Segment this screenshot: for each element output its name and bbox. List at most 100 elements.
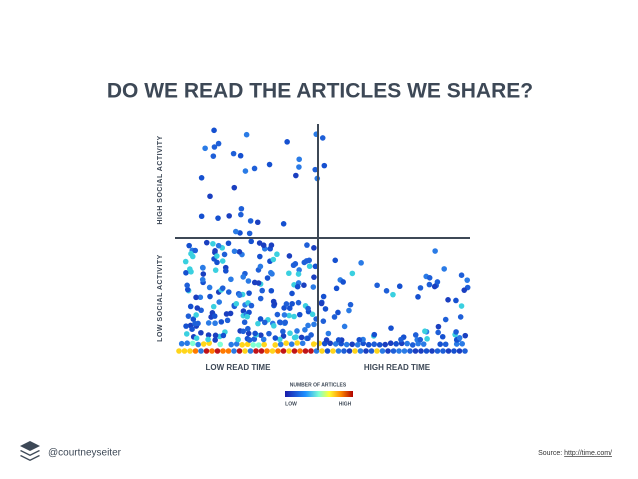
- dot: [289, 290, 295, 297]
- dot: [340, 279, 346, 285]
- dot: [200, 265, 206, 271]
- dot: [251, 336, 258, 342]
- dot: [426, 281, 433, 288]
- dot: [235, 336, 241, 343]
- dot: [453, 297, 459, 304]
- dot: [232, 228, 239, 235]
- dot: [296, 267, 302, 273]
- dot: [387, 340, 394, 347]
- dot: [253, 348, 259, 354]
- dot: [190, 316, 197, 323]
- dot: [182, 258, 189, 265]
- dot: [319, 135, 326, 141]
- dot: [198, 175, 205, 181]
- dot: [321, 162, 328, 169]
- dot: [217, 341, 223, 348]
- dot: [244, 341, 251, 348]
- dot: [280, 220, 287, 227]
- dot: [335, 348, 342, 354]
- dot: [227, 310, 234, 317]
- dot: [207, 293, 213, 300]
- dot: [255, 320, 261, 327]
- dot: [311, 274, 317, 280]
- dot: [187, 303, 194, 310]
- dot: [349, 341, 356, 348]
- dot: [346, 307, 352, 314]
- dot: [202, 145, 208, 152]
- dot: [181, 348, 188, 354]
- dot: [374, 282, 380, 289]
- dot: [258, 332, 264, 338]
- source-link[interactable]: http://time.com/: [564, 450, 612, 457]
- dot: [210, 240, 216, 247]
- dot: [246, 290, 252, 296]
- dot: [441, 266, 447, 272]
- dot: [214, 259, 220, 266]
- dot: [212, 332, 219, 339]
- dot: [266, 330, 272, 337]
- dot: [453, 329, 459, 335]
- dot: [291, 348, 298, 354]
- dot: [257, 316, 264, 322]
- dot: [207, 193, 213, 200]
- dot: [231, 248, 238, 255]
- dot: [233, 341, 240, 347]
- dot: [396, 283, 403, 290]
- dot: [456, 348, 463, 354]
- dot: [356, 336, 363, 343]
- dot: [236, 348, 243, 354]
- dot: [301, 259, 308, 266]
- dot: [302, 348, 309, 354]
- dot-cloud: [176, 127, 471, 354]
- dot: [390, 348, 397, 354]
- dot: [252, 330, 258, 337]
- dot: [286, 312, 292, 319]
- dot: [417, 285, 424, 291]
- dot: [332, 257, 339, 264]
- dot: [280, 328, 286, 335]
- dot: [257, 295, 264, 302]
- dot: [456, 335, 463, 341]
- dot: [286, 305, 293, 311]
- dot: [423, 348, 430, 354]
- dot: [211, 313, 218, 319]
- dot: [401, 348, 408, 354]
- dot: [379, 348, 386, 354]
- dot: [324, 348, 331, 354]
- dot: [347, 301, 354, 308]
- dot: [312, 166, 319, 173]
- dot: [215, 215, 221, 221]
- dot: [442, 341, 449, 348]
- dot: [286, 270, 292, 277]
- dot: [184, 286, 191, 293]
- dot: [294, 340, 301, 346]
- dot: [240, 274, 247, 280]
- dot: [294, 283, 301, 290]
- dot: [343, 341, 350, 348]
- dot: [212, 337, 218, 343]
- dot: [200, 341, 207, 347]
- dot: [211, 127, 217, 134]
- dot: [240, 328, 246, 335]
- dot: [312, 263, 319, 270]
- dot: [209, 348, 215, 354]
- dot: [309, 311, 316, 318]
- dot: [409, 342, 416, 348]
- dot: [462, 348, 468, 354]
- dot: [268, 242, 275, 249]
- dot: [228, 341, 234, 348]
- dot: [214, 348, 221, 354]
- dot: [211, 144, 218, 150]
- dot: [268, 269, 274, 276]
- dot: [388, 325, 394, 331]
- dot: [246, 337, 253, 343]
- dot: [199, 276, 206, 283]
- dot: [260, 336, 267, 343]
- dot: [390, 291, 396, 298]
- dot: [310, 284, 317, 290]
- dot: [195, 341, 201, 348]
- dot: [371, 331, 378, 338]
- dot: [225, 289, 232, 295]
- dot: [242, 168, 249, 174]
- dot: [435, 329, 441, 336]
